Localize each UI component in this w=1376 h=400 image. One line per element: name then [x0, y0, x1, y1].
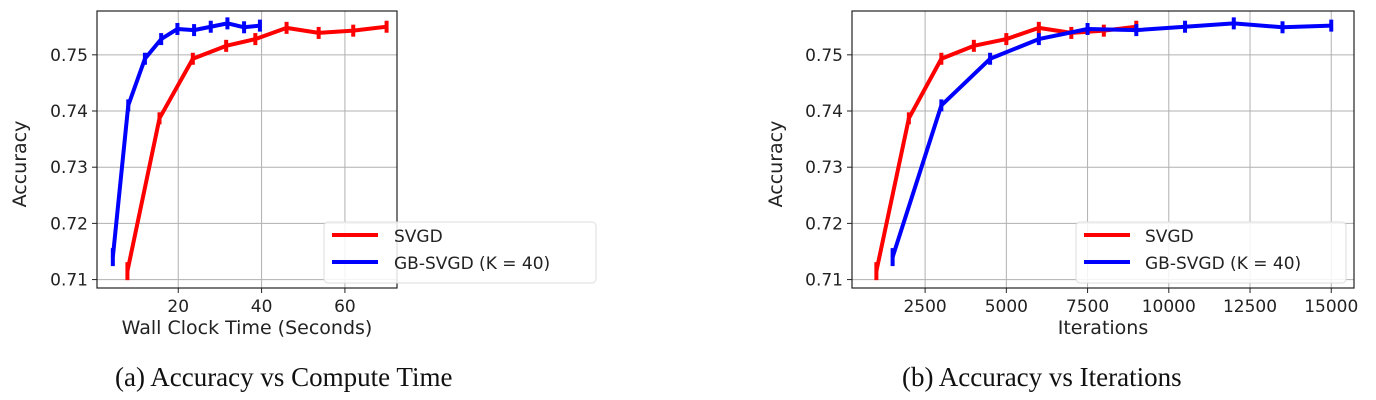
- data-series: [110, 17, 389, 281]
- x-tick-label: 15000: [1304, 297, 1358, 317]
- x-tick-label: 10000: [1142, 297, 1196, 317]
- y-tick-label: 0.71: [50, 271, 88, 291]
- axes-frame: [96, 10, 398, 289]
- series-line: [890, 21, 1332, 258]
- axes-frame: [851, 10, 1355, 289]
- legend-box: [1075, 221, 1347, 284]
- y-tick-label: 0.74: [50, 102, 88, 122]
- x-tick-label: 2500: [903, 297, 946, 317]
- y-tick-label: 0.72: [805, 214, 843, 234]
- chart-panel-iterations: 2500 5000 7500 10000 12500 15000 0.71 0.72 0.73 0…: [765, 10, 1358, 339]
- legend-label-svgd: SVGD: [1145, 227, 1194, 247]
- x-tick-label: 60: [334, 297, 356, 317]
- chart-panel-compute-time: 20 40 60 0.71 0.72 0.73 0.74 0.75 SVGD GB-SVGD …: [9, 10, 597, 339]
- x-tick-label: 5000: [985, 297, 1028, 317]
- x-axis-label: Wall Clock Time (Seconds): [122, 317, 373, 339]
- y-tick-label: 0.73: [50, 158, 88, 178]
- legend-label-gbsvgd: GB-SVGD (K = 40): [1145, 254, 1301, 274]
- ticks: 2500 5000 7500 10000 12500 15000 0.71 0.72 0.73 0…: [805, 46, 1358, 317]
- data-series: [874, 17, 1334, 281]
- legend-box: [323, 221, 597, 284]
- y-tick-label: 0.75: [805, 46, 843, 66]
- y-tick-label: 0.71: [805, 271, 843, 291]
- legend-label-gbsvgd: GB-SVGD (K = 40): [394, 254, 550, 274]
- y-tick-label: 0.75: [50, 46, 88, 66]
- y-axis-label: Accuracy: [765, 121, 787, 208]
- x-tick-label: 12500: [1223, 297, 1277, 317]
- x-tick-label: 20: [167, 297, 189, 317]
- caption-b: (b) Accuracy vs Iterations: [902, 362, 1182, 392]
- legend: SVGD GB-SVGD (K = 40): [1075, 221, 1347, 284]
- caption-a: (a) Accuracy vs Compute Time: [115, 362, 453, 392]
- y-tick-label: 0.73: [805, 158, 843, 178]
- series-line: [110, 21, 261, 258]
- legend-label-svgd: SVGD: [394, 227, 443, 247]
- legend: SVGD GB-SVGD (K = 40): [323, 221, 597, 284]
- ticks: 20 40 60 0.71 0.72 0.73 0.74 0.75: [50, 46, 356, 317]
- x-tick-label: 7500: [1066, 297, 1109, 317]
- y-tick-label: 0.74: [805, 102, 843, 122]
- y-tick-label: 0.72: [50, 214, 88, 234]
- x-axis-label: Iterations: [1058, 317, 1149, 339]
- y-axis-label: Accuracy: [9, 121, 31, 208]
- x-tick-label: 40: [251, 297, 273, 317]
